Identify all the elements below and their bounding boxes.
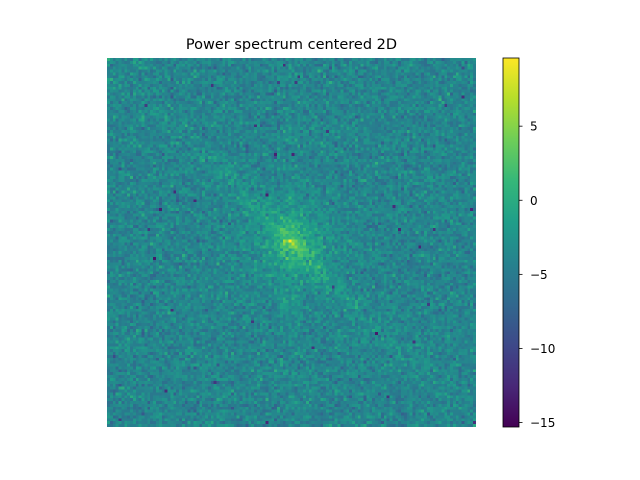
heatmap	[107, 58, 476, 427]
colorbar-tick-label: 0	[530, 194, 538, 208]
colorbar-tick-label: −5	[530, 268, 548, 282]
colorbar-ticks: 5 0 −5 −10 −15	[519, 120, 555, 430]
heatmap-image	[107, 58, 476, 427]
chart-title: Power spectrum centered 2D	[186, 37, 397, 53]
colorbar-tick-label: 5	[530, 120, 538, 134]
colorbar-tick-label: −15	[530, 416, 555, 430]
colorbar: 5 0 −5 −10 −15	[502, 57, 555, 430]
colorbar-tick-label: −10	[530, 342, 555, 356]
colorbar-gradient	[503, 58, 519, 427]
colorbar-frame	[502, 57, 520, 428]
